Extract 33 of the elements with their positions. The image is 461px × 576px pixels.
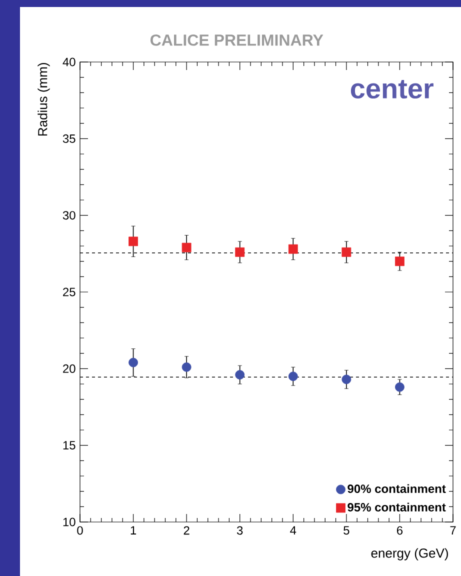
point — [395, 256, 404, 266]
point — [342, 374, 352, 384]
point — [288, 372, 298, 382]
y-tick-label: 10 — [63, 518, 76, 526]
point — [128, 358, 138, 368]
x-tick-label: 6 — [396, 526, 403, 535]
y-tick-label: 35 — [62, 134, 76, 143]
x-tick-label: 1 — [130, 526, 136, 534]
y-axis-title: Radius (mm) — [38, 63, 50, 136]
point — [342, 247, 352, 257]
y-tick-label: 20 — [63, 364, 76, 373]
x-tick-label: 0 — [77, 526, 83, 535]
x-tick-label: 4 — [290, 526, 296, 534]
point — [395, 382, 404, 392]
y-tick-label: 25 — [63, 288, 76, 296]
point — [235, 370, 245, 380]
x-tick-label: 2 — [184, 526, 190, 535]
y-tick-label: 30 — [62, 211, 76, 220]
x-axis-title: energy (GeV) — [371, 548, 448, 560]
point — [182, 242, 192, 252]
point — [288, 244, 298, 254]
chart-title: CALICE PRELIMINARY — [150, 34, 324, 46]
point — [235, 247, 245, 257]
legend-label: 90% containment — [348, 484, 446, 494]
y-tick-label: 15 — [63, 441, 76, 450]
legend-label: 95% containment — [348, 502, 446, 512]
x-tick-label: 3 — [236, 526, 243, 535]
point — [128, 236, 138, 246]
x-tick-label: 5 — [344, 526, 350, 535]
point — [182, 362, 192, 372]
annotation: center — [350, 80, 434, 99]
x-tick-label: 7 — [450, 526, 456, 534]
y-tick-label: 40 — [62, 58, 76, 66]
